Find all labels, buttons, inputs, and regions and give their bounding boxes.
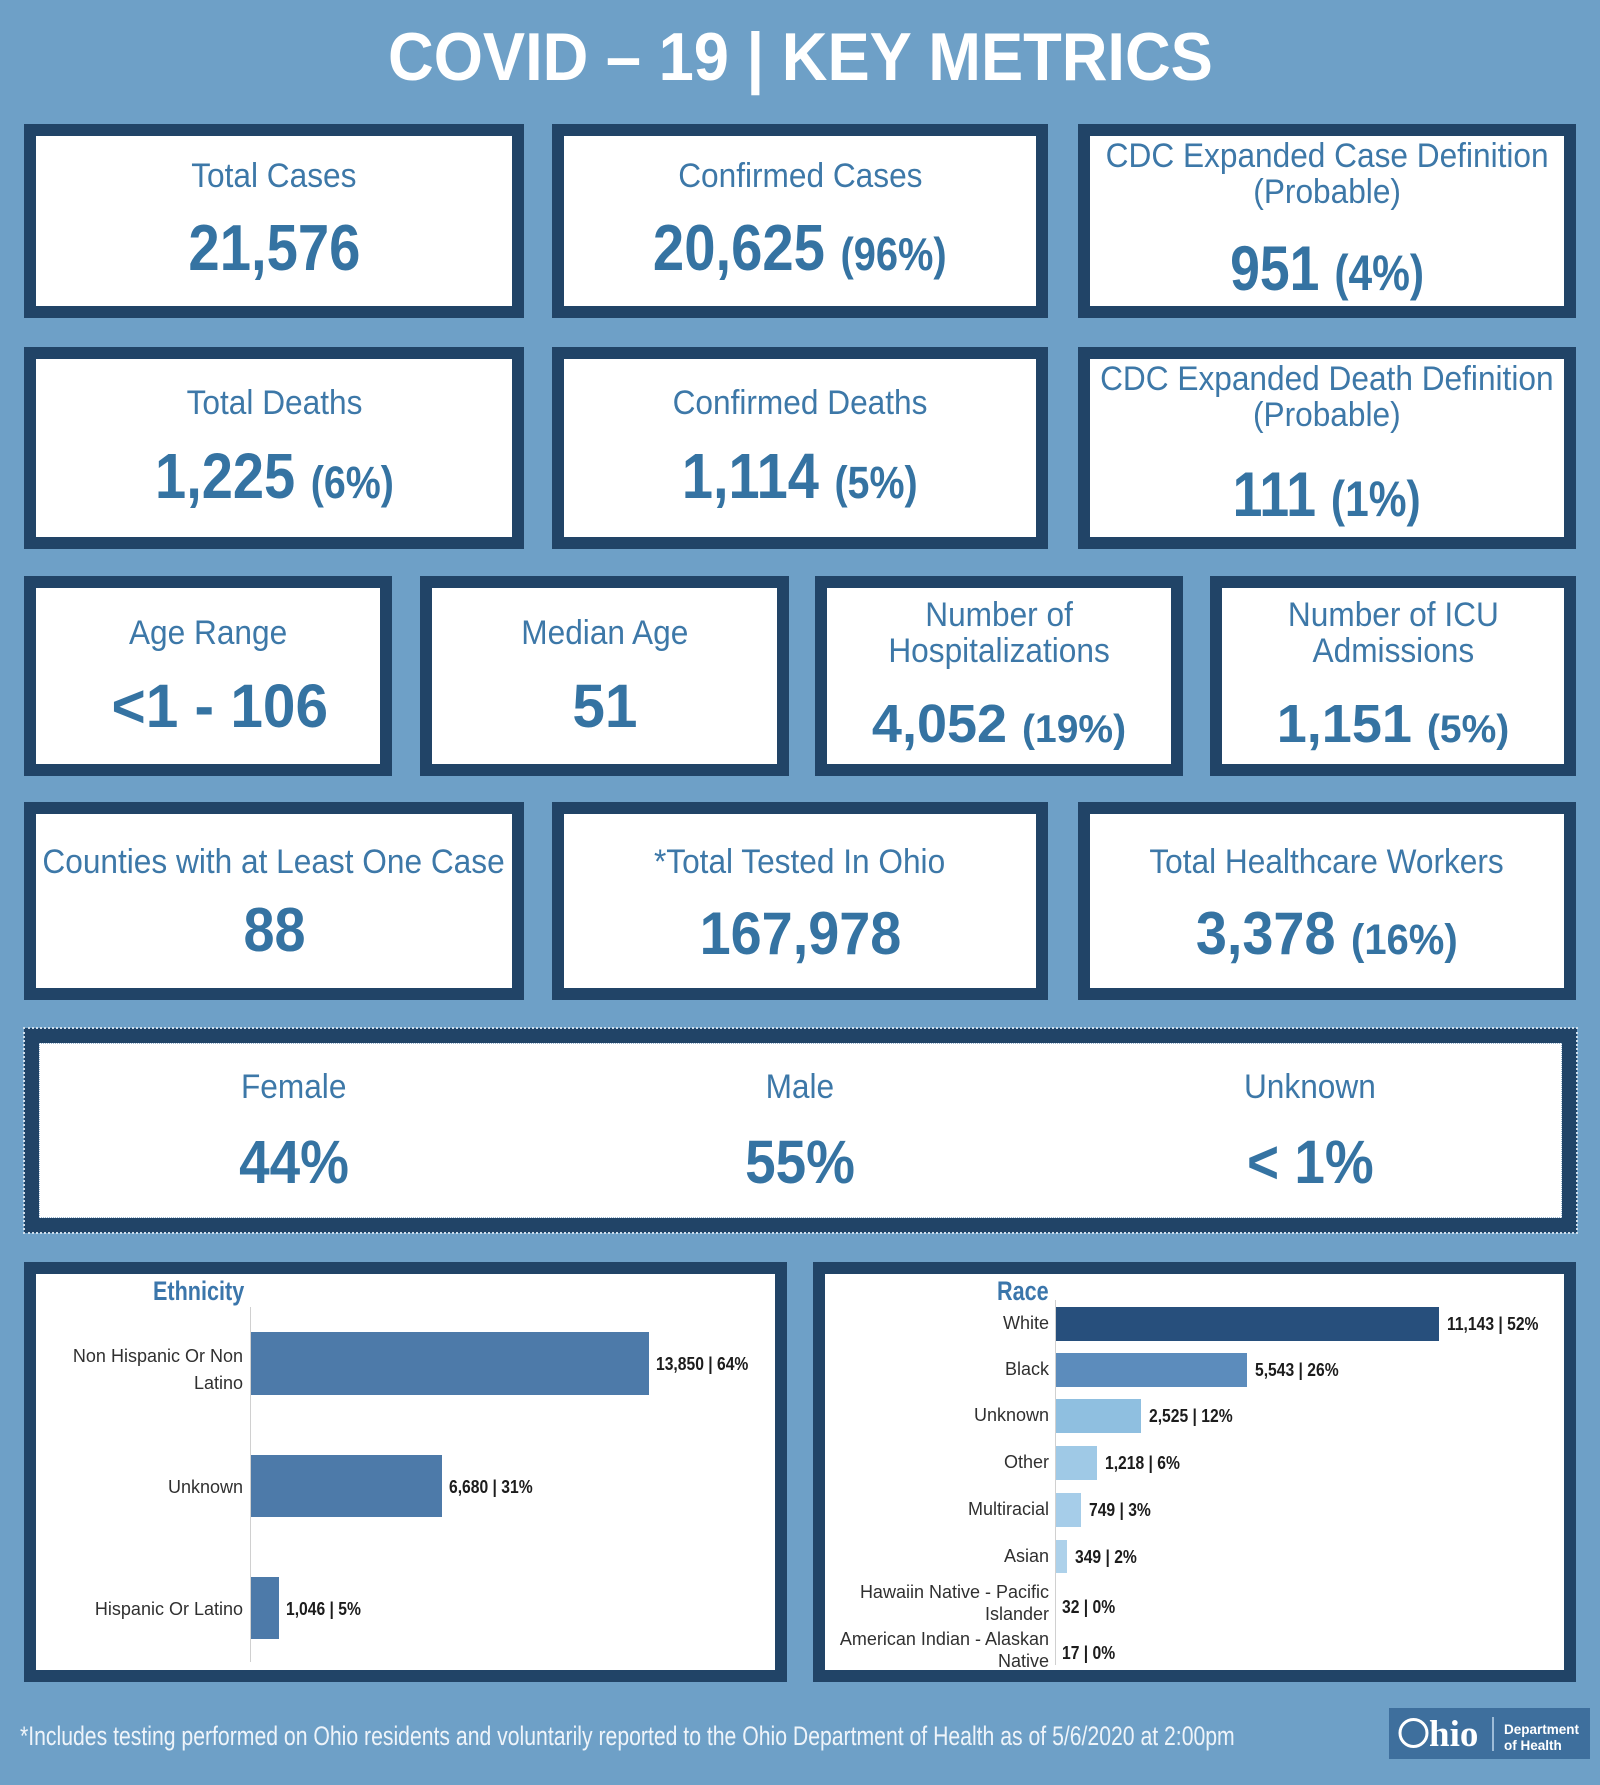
svg-text:of Health: of Health [1504, 1738, 1562, 1753]
svg-text:hio: hio [1429, 1714, 1478, 1755]
svg-text:Department: Department [1504, 1722, 1580, 1737]
